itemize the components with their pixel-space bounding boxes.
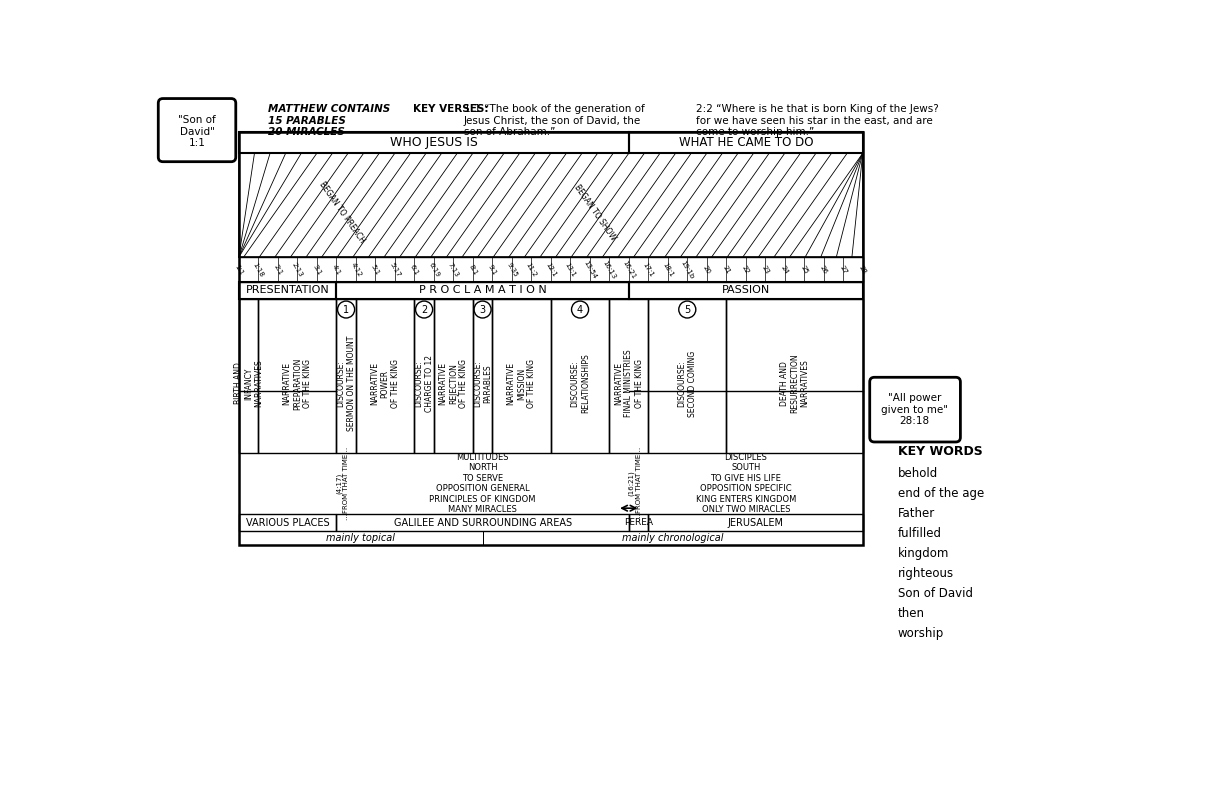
Text: 5:1: 5:1 xyxy=(370,263,381,276)
Text: fulfilled: fulfilled xyxy=(897,527,941,540)
Text: "All power
given to me"
28:18: "All power given to me" 28:18 xyxy=(881,393,949,426)
Text: PEREA: PEREA xyxy=(624,518,653,528)
Text: VARIOUS PLACES: VARIOUS PLACES xyxy=(246,518,329,528)
Bar xyxy=(493,299,551,453)
Text: 17:1: 17:1 xyxy=(642,261,655,277)
Text: DISCOURSE:
SERMON ON THE MOUNT: DISCOURSE: SERMON ON THE MOUNT xyxy=(337,336,356,431)
Bar xyxy=(434,299,473,453)
Bar xyxy=(238,514,337,531)
Text: end of the age: end of the age xyxy=(897,487,984,500)
Bar xyxy=(629,282,863,299)
Text: "Son of
David"
1:1: "Son of David" 1:1 xyxy=(178,115,216,148)
Bar xyxy=(238,132,629,153)
Text: 24: 24 xyxy=(780,264,789,275)
Text: 1:18: 1:18 xyxy=(252,261,265,277)
Text: WHAT HE CAME TO DO: WHAT HE CAME TO DO xyxy=(678,136,814,149)
Text: 19:1b: 19:1b xyxy=(680,259,694,280)
Text: Father: Father xyxy=(897,507,935,520)
Text: DISCOURSE:
PARABLES: DISCOURSE: PARABLES xyxy=(473,360,493,407)
Text: 9:1: 9:1 xyxy=(487,263,498,276)
Text: WHO JESUS IS: WHO JESUS IS xyxy=(390,136,478,149)
Text: 1:1: 1:1 xyxy=(234,263,245,276)
Text: mainly chronological: mainly chronological xyxy=(622,533,724,543)
Text: BEGAN TO PREACH: BEGAN TO PREACH xyxy=(317,180,366,245)
Text: 1: 1 xyxy=(343,305,349,314)
Text: 5:17: 5:17 xyxy=(388,261,402,277)
Text: DISCOURSE:
CHARGE TO 12: DISCOURSE: CHARGE TO 12 xyxy=(414,355,434,412)
Text: 4:12: 4:12 xyxy=(349,261,363,277)
Text: BIRTH AND
INFANCY
NARRATIVES: BIRTH AND INFANCY NARRATIVES xyxy=(234,359,263,407)
Bar xyxy=(238,132,863,545)
Text: MATTHEW CONTAINS
15 PARABLES
20 MIRACLES: MATTHEW CONTAINS 15 PARABLES 20 MIRACLES xyxy=(268,104,391,137)
Text: 8:1: 8:1 xyxy=(467,263,478,276)
Bar xyxy=(238,531,483,545)
Bar xyxy=(473,299,493,453)
Bar xyxy=(258,299,337,453)
Text: 2:2 “Where is he that is born King of the Jews?
for we have seen his star in the: 2:2 “Where is he that is born King of th… xyxy=(696,104,939,137)
Text: 25: 25 xyxy=(800,264,809,275)
Bar xyxy=(629,514,648,531)
Text: 3: 3 xyxy=(479,305,485,314)
Text: JERUSALEM: JERUSALEM xyxy=(728,518,784,528)
Text: mainly topical: mainly topical xyxy=(326,533,396,543)
Text: 18:1: 18:1 xyxy=(661,261,675,277)
Bar xyxy=(337,514,629,531)
Bar xyxy=(610,299,648,453)
Bar xyxy=(551,299,610,453)
Text: NARRATIVE
PREPARATION
OF THE KING: NARRATIVE PREPARATION OF THE KING xyxy=(283,357,312,410)
Text: kingdom: kingdom xyxy=(897,547,949,560)
Text: righteous: righteous xyxy=(897,567,954,580)
Text: 4: 4 xyxy=(576,305,583,314)
Text: (16:21)
…FROM THAT TIME…: (16:21) …FROM THAT TIME… xyxy=(628,447,642,520)
Bar xyxy=(356,299,414,453)
Text: NARRATIVE
POWER
OF THE KING: NARRATIVE POWER OF THE KING xyxy=(370,359,399,408)
Text: 7:13: 7:13 xyxy=(447,261,460,277)
Text: NARRATIVE
FINAL MINISTRIES
OF THE KING: NARRATIVE FINAL MINISTRIES OF THE KING xyxy=(614,350,644,417)
Text: 12:1: 12:1 xyxy=(544,261,557,277)
Bar xyxy=(238,299,258,453)
Bar xyxy=(414,299,434,453)
Text: PRESENTATION: PRESENTATION xyxy=(246,286,329,295)
Text: worship: worship xyxy=(897,627,944,640)
Text: 3:1: 3:1 xyxy=(311,263,322,276)
Text: NARRATIVE
MISSION
OF THE KING: NARRATIVE MISSION OF THE KING xyxy=(506,359,537,408)
Text: 27: 27 xyxy=(838,264,848,275)
Text: PASSION: PASSION xyxy=(721,286,769,295)
Text: P R O C L A M A T I O N: P R O C L A M A T I O N xyxy=(419,286,547,295)
Text: NARRATIVE
REJECTION
OF THE KING: NARRATIVE REJECTION OF THE KING xyxy=(439,359,468,408)
Text: 9:35: 9:35 xyxy=(505,261,519,277)
FancyBboxPatch shape xyxy=(870,377,960,442)
Text: 2:1: 2:1 xyxy=(273,263,283,276)
Bar xyxy=(483,531,863,545)
Text: 6:19: 6:19 xyxy=(428,261,440,277)
Text: GALILEE AND SURROUNDING AREAS: GALILEE AND SURROUNDING AREAS xyxy=(393,518,571,528)
Text: 28: 28 xyxy=(858,264,868,275)
Text: 13:54: 13:54 xyxy=(583,259,597,280)
Text: 16:21: 16:21 xyxy=(621,259,637,280)
Text: 1:1 “The book of the generation of
Jesus Christ, the son of David, the
son of Ab: 1:1 “The book of the generation of Jesus… xyxy=(463,104,644,137)
Text: 2:13: 2:13 xyxy=(291,261,304,277)
Bar xyxy=(238,153,863,257)
Text: 21: 21 xyxy=(721,264,731,275)
Text: 2: 2 xyxy=(422,305,428,314)
Text: KEY VERSES:: KEY VERSES: xyxy=(413,104,489,114)
Text: 13:1: 13:1 xyxy=(564,261,576,277)
Text: 16:13: 16:13 xyxy=(602,259,617,280)
Text: 23: 23 xyxy=(761,264,771,275)
Bar xyxy=(238,257,863,282)
Text: DISCOURSE:
SECOND COMING: DISCOURSE: SECOND COMING xyxy=(677,350,697,416)
Text: behold: behold xyxy=(897,467,938,480)
Text: DISCIPLES
SOUTH
TO GIVE HIS LIFE
OPPOSITION SPECIFIC
KING ENTERS KINGDOM
ONLY TW: DISCIPLES SOUTH TO GIVE HIS LIFE OPPOSIT… xyxy=(696,453,796,514)
Text: 26: 26 xyxy=(819,264,828,275)
Text: 11:2: 11:2 xyxy=(525,261,538,277)
Text: 20: 20 xyxy=(702,264,712,275)
Bar xyxy=(726,299,863,453)
Text: 22: 22 xyxy=(741,264,751,275)
Text: BEGAN TO SHOW: BEGAN TO SHOW xyxy=(573,184,618,242)
Text: DEATH AND
RESURRECTION
NARRATIVES: DEATH AND RESURRECTION NARRATIVES xyxy=(779,354,810,413)
Text: MULTITUDES
NORTH
TO SERVE
OPPOSITION GENERAL
PRINCIPLES OF KINGDOM
MANY MIRACLES: MULTITUDES NORTH TO SERVE OPPOSITION GEN… xyxy=(429,453,536,514)
Text: 5: 5 xyxy=(685,305,691,314)
Bar xyxy=(238,282,337,299)
Text: DISCOURSE:
RELATIONSHIPS: DISCOURSE: RELATIONSHIPS xyxy=(570,354,590,413)
FancyBboxPatch shape xyxy=(159,99,236,162)
